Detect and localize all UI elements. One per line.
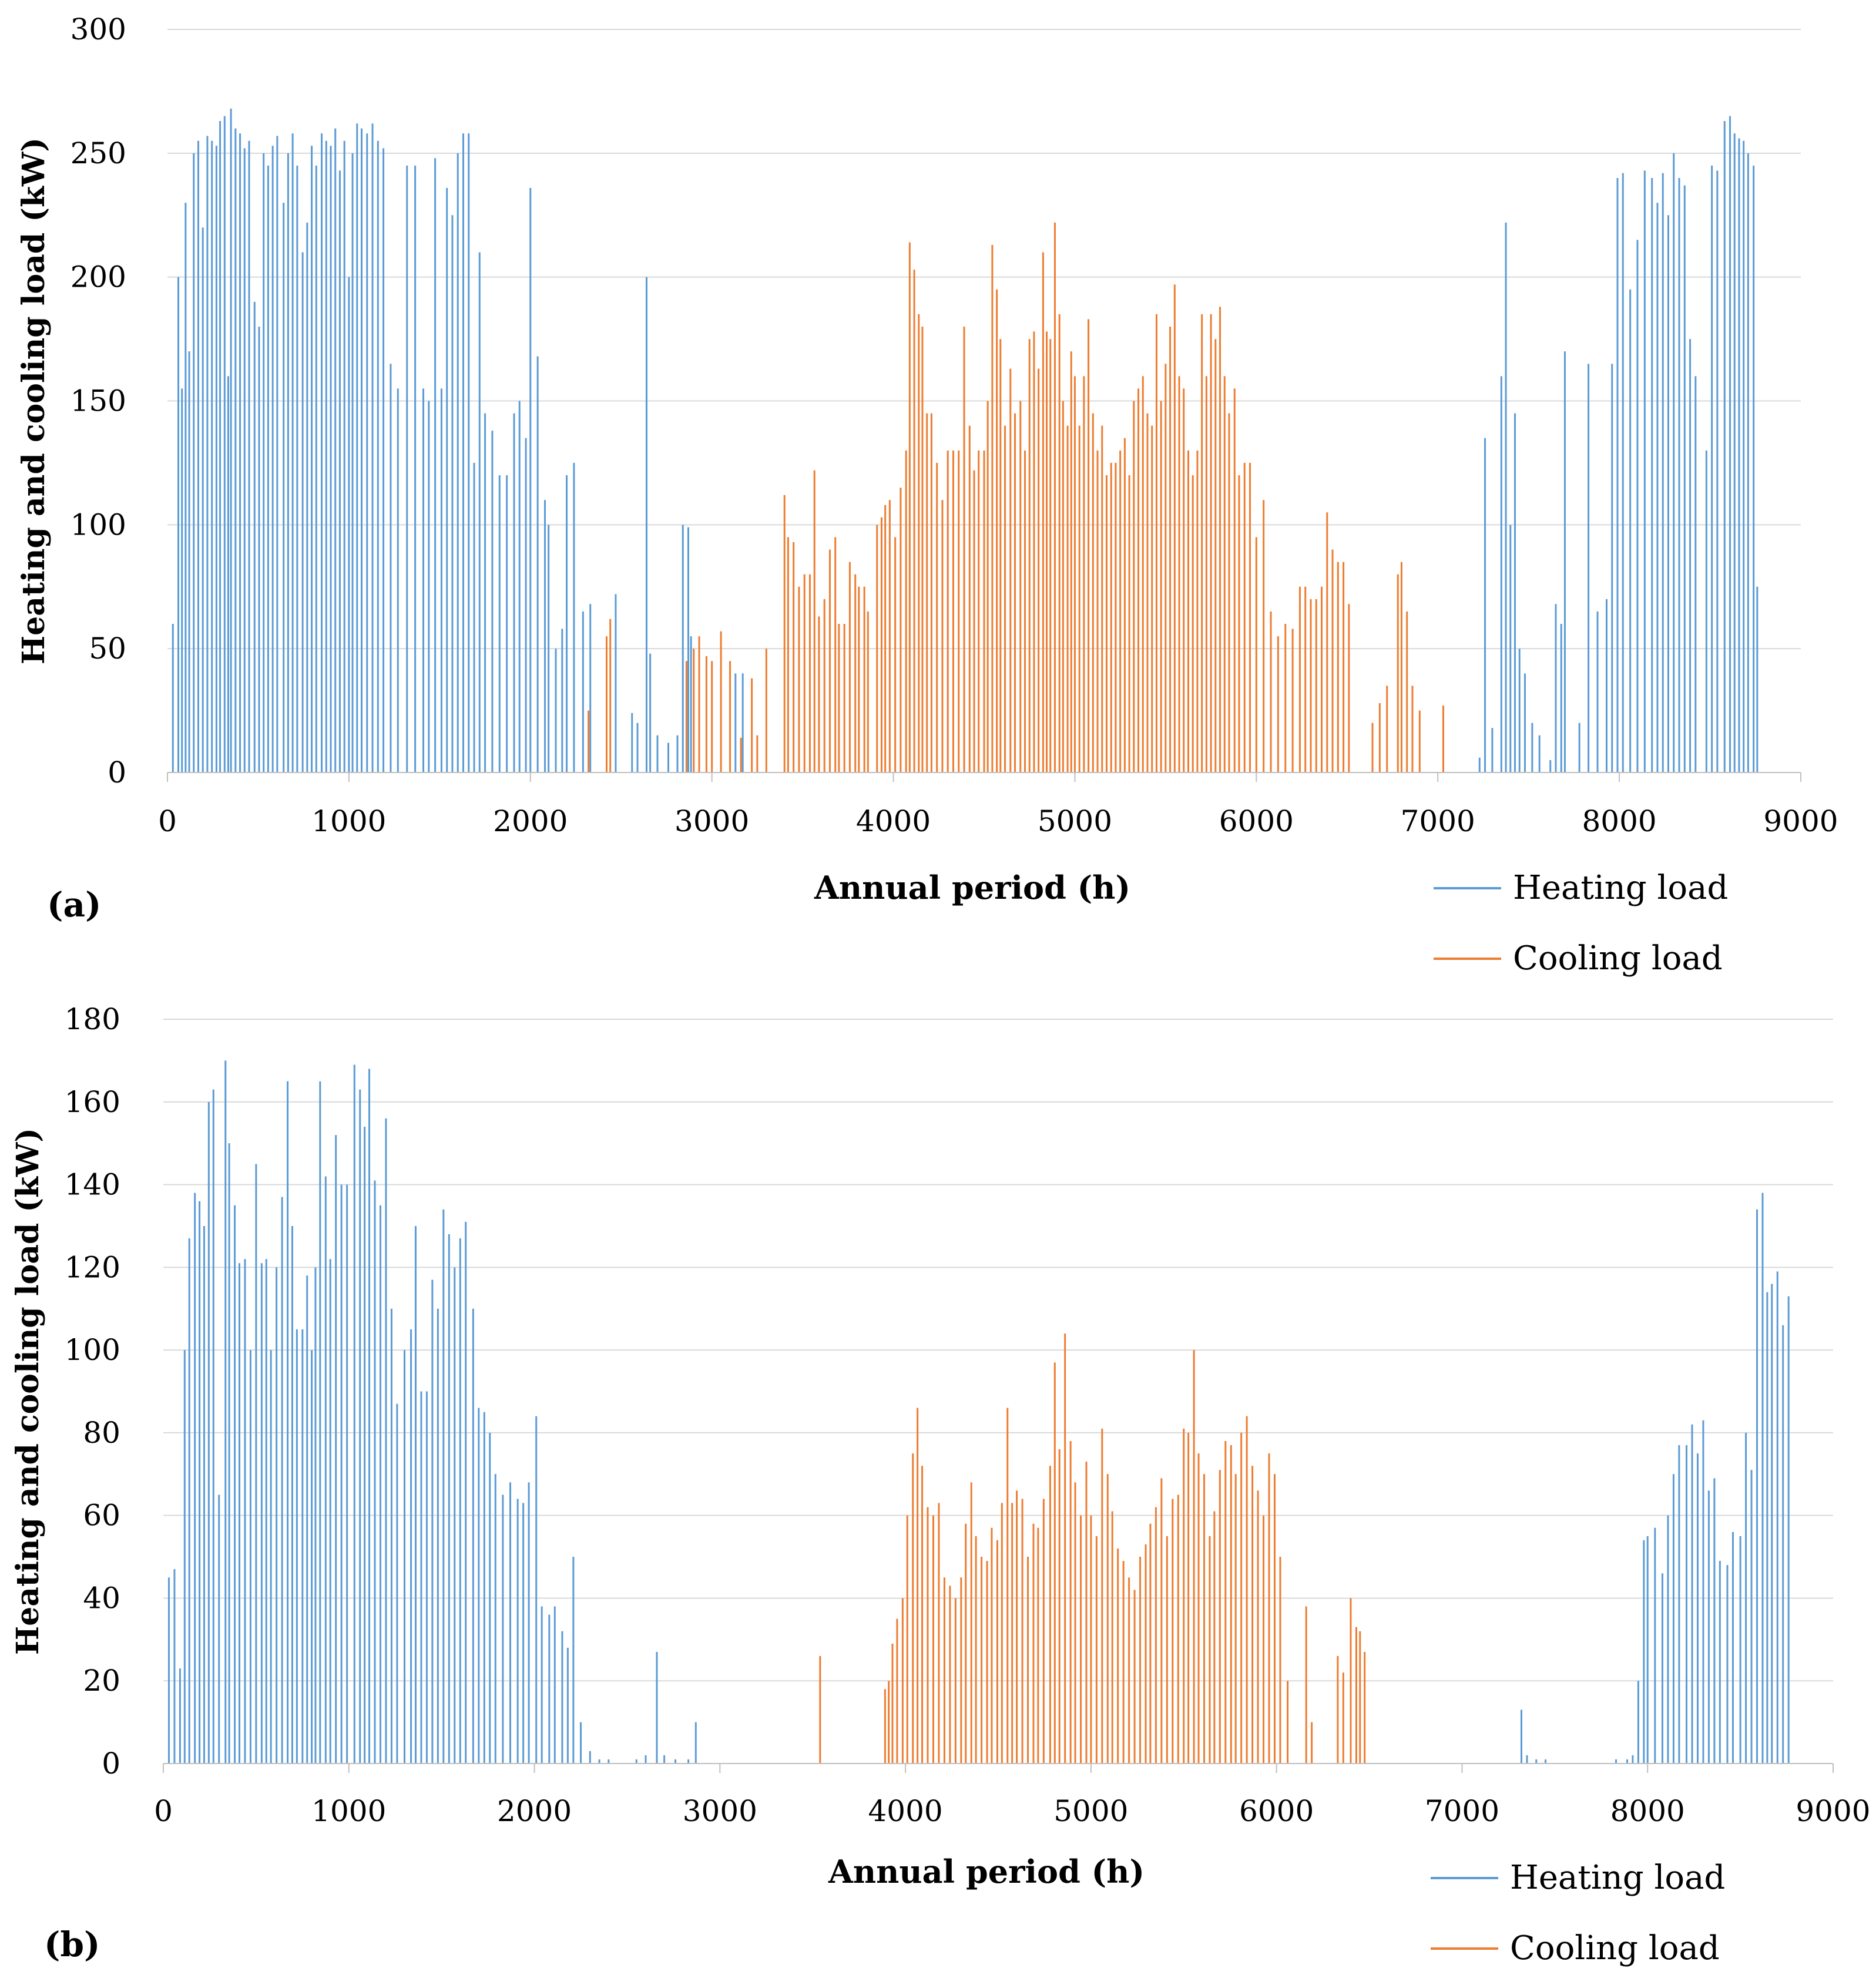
x-tick-label: 5000	[1053, 1794, 1128, 1828]
x-tick-label: 5000	[1038, 804, 1112, 838]
legend-entry: Heating load	[1434, 869, 1728, 907]
chart-panel-b: 0 20 40 60 80 100 120 140 160 180 0 1000 2000 3000 400…	[10, 1002, 1871, 1967]
legend-label: Heating load	[1510, 1859, 1725, 1897]
x-tick-label: 7000	[1401, 804, 1475, 838]
x-tick-label: 6000	[1219, 804, 1294, 838]
x-tick-label: 4000	[856, 804, 931, 838]
series-cooling-load	[819, 1333, 1366, 1764]
x-tick-label: 1000	[311, 804, 386, 838]
panel-label: (a)	[47, 885, 101, 925]
x-tick-label: 8000	[1582, 804, 1656, 838]
y-tick-label: 250	[71, 136, 126, 170]
x-tick-label: 3000	[683, 1794, 757, 1828]
y-tick-label: 150	[71, 384, 126, 418]
x-tick-label: 7000	[1425, 1794, 1499, 1828]
y-tick-label: 180	[65, 1002, 120, 1036]
y-tick-label: 50	[89, 632, 126, 666]
y-tick-label: 0	[108, 755, 126, 790]
y-tick-label: 200	[71, 260, 126, 294]
x-tick-label: 0	[154, 1794, 173, 1828]
panel-label: (b)	[44, 1924, 100, 1964]
legend-entry: Cooling load	[1431, 1929, 1720, 1967]
series-heating-load	[172, 108, 1758, 772]
x-tick-label: 2000	[493, 804, 568, 838]
y-tick-label: 160	[65, 1085, 120, 1119]
y-tick-label: 120	[65, 1250, 120, 1284]
legend-entry: Cooling load	[1434, 939, 1723, 978]
y-tick-label: 20	[83, 1664, 120, 1698]
x-tick-label: 3000	[674, 804, 749, 838]
x-tick-label: 8000	[1610, 1794, 1685, 1828]
legend-entry: Heating load	[1431, 1859, 1725, 1897]
legend-label: Cooling load	[1510, 1929, 1720, 1967]
y-tick-label: 300	[71, 12, 126, 46]
y-tick-label: 80	[83, 1416, 120, 1450]
x-axis-title: Annual period (h)	[828, 1853, 1145, 1890]
legend-label: Heating load	[1513, 869, 1728, 907]
legend-label: Cooling load	[1513, 939, 1723, 978]
x-tick-label: 9000	[1763, 804, 1838, 838]
x-tick-label: 9000	[1796, 1794, 1870, 1828]
x-tick-label: 0	[158, 804, 177, 838]
x-tick-label: 4000	[868, 1794, 942, 1828]
x-tick-label: 2000	[497, 1794, 572, 1828]
y-tick-label: 60	[83, 1499, 120, 1533]
y-tick-label: 100	[65, 1333, 120, 1367]
y-tick-label: 40	[83, 1581, 120, 1615]
x-tick-label: 1000	[311, 1794, 386, 1828]
series-heating-load	[167, 1060, 1790, 1764]
y-tick-label: 0	[102, 1746, 120, 1781]
y-axis-title: Heating and cooling load (kW)	[10, 1128, 46, 1655]
x-axis-title: Annual period (h)	[814, 869, 1130, 906]
series-cooling-load	[588, 222, 1444, 772]
x-tick-label: 6000	[1239, 1794, 1314, 1828]
y-tick-label: 140	[65, 1168, 120, 1202]
y-axis-title: Heating and cooling load (kW)	[16, 137, 52, 664]
y-tick-label: 100	[71, 508, 126, 542]
